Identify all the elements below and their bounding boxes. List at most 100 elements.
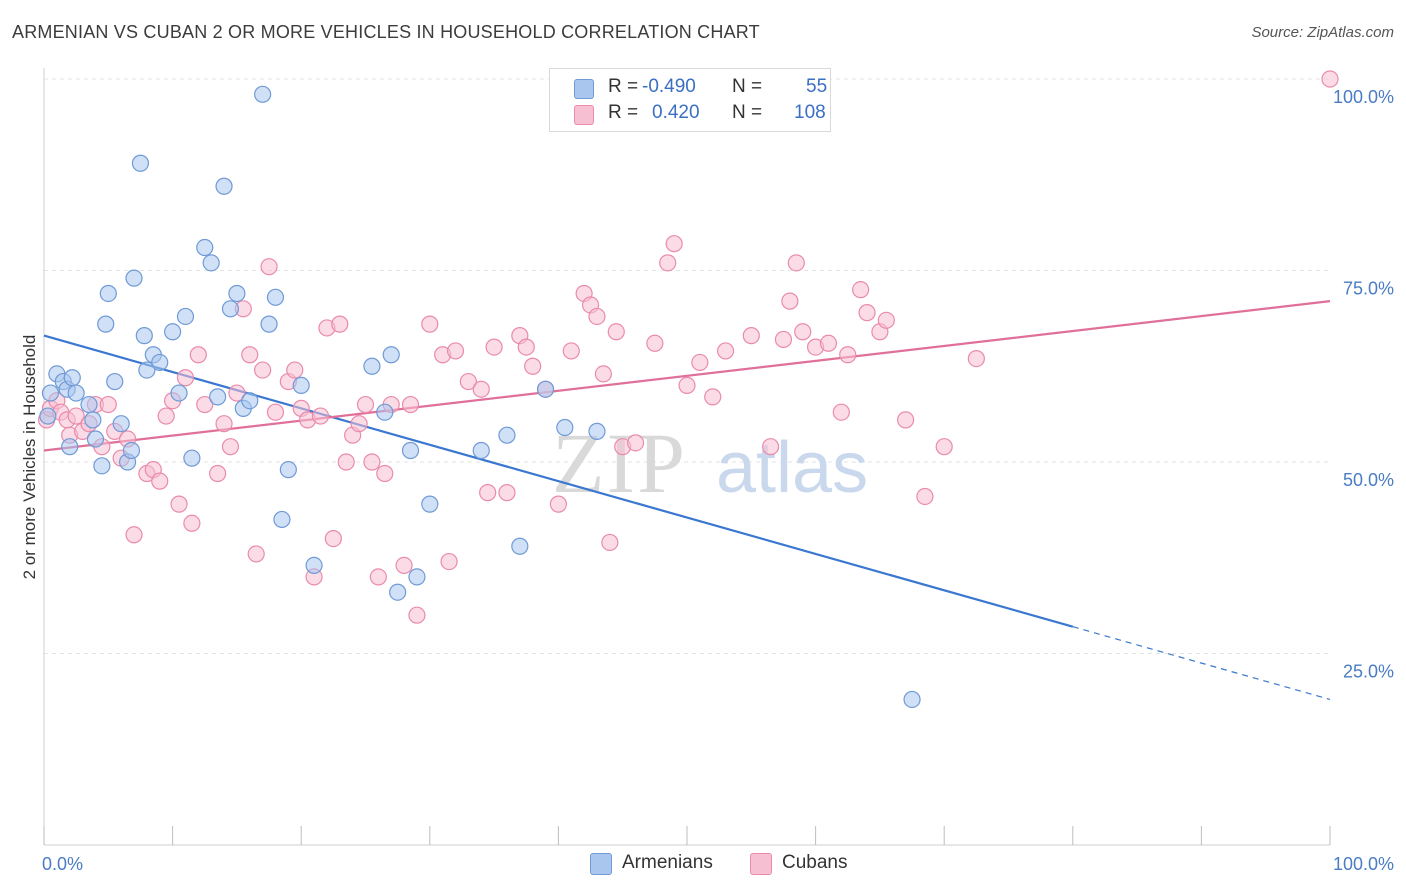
cuban-point bbox=[479, 484, 497, 502]
watermark-atlas: atlas bbox=[716, 428, 868, 508]
grid-lines bbox=[44, 78, 1330, 654]
armenian-point bbox=[196, 238, 214, 257]
armenian-point bbox=[536, 380, 555, 398]
cuban-point bbox=[196, 395, 214, 414]
y-tick-label: 75.0% bbox=[1343, 279, 1394, 299]
armenian-point bbox=[131, 154, 150, 172]
cuban-point bbox=[839, 346, 857, 364]
armenian-point bbox=[41, 384, 60, 402]
cuban-point bbox=[659, 254, 677, 272]
armenians-trend-extension bbox=[1072, 626, 1331, 701]
cuban-point bbox=[794, 323, 812, 341]
cuban-point bbox=[852, 281, 870, 299]
watermark-zip: ZIP bbox=[552, 415, 687, 511]
armenian-point bbox=[97, 315, 115, 333]
cuban-point bbox=[408, 606, 426, 624]
cuban-point bbox=[485, 338, 503, 356]
cuban-point bbox=[266, 403, 285, 421]
cuban-point bbox=[67, 407, 85, 425]
y-tick-label: 100.0% bbox=[1333, 87, 1394, 107]
armenian-point bbox=[215, 177, 233, 195]
cuban-point bbox=[562, 342, 580, 360]
cuban-point bbox=[260, 258, 278, 276]
armenians-legend-swatch bbox=[590, 853, 612, 875]
armenian-point bbox=[389, 583, 407, 601]
armenian-point bbox=[292, 376, 310, 394]
armenians-trend-line bbox=[43, 334, 1074, 628]
cuban-point bbox=[324, 529, 342, 548]
armenian-point bbox=[241, 392, 259, 410]
cuban-point bbox=[774, 330, 793, 349]
cuban-point bbox=[350, 415, 368, 433]
armenian-point bbox=[305, 556, 323, 575]
armenian-r-label: R = bbox=[608, 76, 639, 97]
armenian-point bbox=[401, 441, 420, 460]
armenian-point bbox=[421, 495, 439, 513]
cuban-point bbox=[440, 552, 458, 571]
cuban-point bbox=[176, 369, 195, 387]
cuban-point bbox=[421, 315, 439, 333]
armenian-point bbox=[125, 269, 143, 287]
armenian-n-value: 55 bbox=[806, 76, 828, 97]
tick-labels: 25.0% 50.0% 75.0% 100.0% 0.0% 100.0% bbox=[42, 87, 1394, 874]
cuban-point bbox=[183, 514, 201, 532]
chart-title: ARMENIAN VS CUBAN 2 OR MORE VEHICLES IN … bbox=[12, 22, 760, 42]
armenian-point bbox=[254, 85, 272, 103]
armenian-point bbox=[80, 395, 98, 414]
cuban-point bbox=[376, 464, 394, 483]
armenian-point bbox=[472, 441, 490, 460]
armenian-point bbox=[511, 537, 529, 555]
y-axis-label: 2 or more Vehicles in Household bbox=[20, 335, 39, 580]
cuban-point bbox=[125, 526, 143, 544]
cuban-point bbox=[401, 395, 420, 414]
cuban-point bbox=[517, 338, 535, 356]
cuban-point bbox=[646, 334, 664, 352]
cuban-point bbox=[209, 464, 227, 483]
armenian-point bbox=[279, 461, 297, 479]
armenian-point bbox=[86, 430, 105, 448]
armenian-swatch bbox=[574, 79, 594, 99]
cubans-legend-label: Cubans bbox=[782, 852, 848, 873]
armenian-point bbox=[202, 254, 220, 272]
armenian-point bbox=[61, 438, 79, 456]
watermark: ZIP atlas bbox=[552, 415, 868, 511]
cuban-point bbox=[877, 311, 895, 329]
armenian-point bbox=[122, 441, 141, 460]
armenian-point bbox=[376, 403, 394, 421]
cuban-point bbox=[254, 361, 272, 379]
cuban-point bbox=[549, 495, 568, 513]
cuban-point bbox=[157, 407, 175, 425]
armenian-point bbox=[135, 327, 153, 345]
cuban-point bbox=[858, 304, 876, 322]
y-tick-label: 50.0% bbox=[1343, 470, 1394, 490]
cuban-point bbox=[832, 403, 850, 421]
cuban-point bbox=[459, 372, 477, 391]
cuban-point bbox=[704, 388, 722, 406]
armenian-point bbox=[363, 357, 381, 375]
cuban-point bbox=[916, 487, 934, 506]
cuban-point bbox=[524, 357, 542, 375]
y-tick-label: 25.0% bbox=[1343, 662, 1394, 682]
cuban-point bbox=[665, 235, 683, 253]
cuban-point bbox=[170, 495, 188, 513]
cuban-point bbox=[221, 438, 240, 456]
armenian-point bbox=[183, 449, 201, 467]
correlation-legend: R = -0.490 N = 55 R = 0.420 N = 108 bbox=[549, 68, 831, 132]
cuban-point bbox=[787, 254, 805, 272]
cuban-point bbox=[691, 353, 709, 372]
armenian-n-label: N = bbox=[732, 76, 763, 97]
source-label: Source: ZipAtlas.com bbox=[1251, 24, 1394, 41]
armenian-r-value: -0.490 bbox=[642, 76, 696, 97]
cuban-point bbox=[967, 349, 985, 368]
cuban-n-label: N = bbox=[732, 102, 763, 123]
armenian-point bbox=[93, 457, 111, 475]
armenian-point bbox=[112, 415, 130, 433]
cuban-point bbox=[607, 323, 625, 341]
armenian-point bbox=[382, 346, 400, 364]
cuban-swatch bbox=[574, 105, 594, 125]
x-tick-label-min: 0.0% bbox=[42, 854, 83, 874]
armenian-point bbox=[209, 388, 227, 406]
armenian-point bbox=[903, 690, 921, 709]
cuban-point bbox=[626, 434, 645, 452]
